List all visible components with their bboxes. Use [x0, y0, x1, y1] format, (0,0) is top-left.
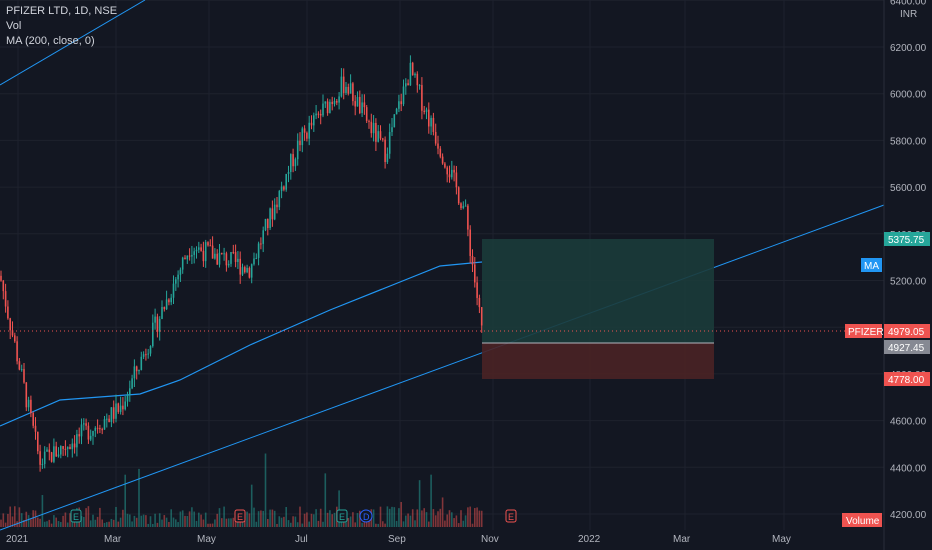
price-tick-label: 4400.00 — [890, 463, 927, 474]
profit-zone[interactable] — [482, 239, 714, 343]
earnings-marker[interactable]: E — [234, 509, 246, 523]
price-tick-label: 5200.00 — [890, 277, 927, 288]
volume-tag: Volume — [842, 513, 882, 527]
price-tick-label: 6400.00 — [890, 0, 927, 7]
price-tick-label: 6200.00 — [890, 43, 927, 54]
upper-trendline[interactable] — [0, 0, 146, 86]
stop-price-tag: 4778.00 — [884, 372, 930, 386]
price-tick-label: 4600.00 — [890, 417, 927, 428]
time-tick-label: Sep — [388, 534, 406, 545]
lower-trendline[interactable] — [0, 204, 885, 531]
chart-grid — [0, 0, 884, 530]
dividend-marker[interactable]: D — [359, 509, 373, 523]
last-price-tag: 4979.05 — [884, 324, 930, 338]
symbol-tag: PFIZER — [845, 324, 884, 338]
price-tick-label: 4200.00 — [890, 510, 927, 521]
svg-text:Volume: Volume — [846, 516, 880, 527]
loss-zone[interactable] — [482, 343, 714, 379]
svg-text:E: E — [73, 512, 79, 522]
target-price-tag: 5375.75 — [884, 232, 930, 246]
time-tick-label: Nov — [481, 534, 499, 545]
svg-text:PFIZER: PFIZER — [848, 327, 884, 338]
earnings-marker[interactable]: E — [336, 509, 348, 523]
time-tick-label: May — [772, 534, 791, 545]
price-tick-label: 6000.00 — [890, 90, 927, 101]
svg-text:5375.75: 5375.75 — [888, 235, 925, 246]
svg-text:E: E — [508, 512, 514, 522]
entry-price-tag: 4927.45 — [884, 340, 930, 354]
svg-text:MA: MA — [864, 261, 879, 272]
symbol-title[interactable]: PFIZER LTD, 1D, NSE — [6, 5, 118, 17]
volume-indicator-label[interactable]: Vol — [6, 20, 22, 32]
time-tick-label: Jul — [295, 534, 308, 545]
ma-tag: MA — [861, 258, 882, 272]
chart-legend[interactable]: PFIZER LTD, 1D, NSE Vol MA (200, close, … — [6, 4, 117, 49]
price-tick-label: 5600.00 — [890, 183, 927, 194]
time-tick-label: Mar — [104, 534, 122, 545]
moving-average-line — [0, 261, 483, 427]
svg-text:D: D — [363, 512, 370, 522]
svg-text:4778.00: 4778.00 — [888, 375, 925, 386]
time-tick-label: May — [197, 534, 216, 545]
earnings-marker[interactable]: E — [505, 509, 517, 523]
svg-text:E: E — [339, 512, 345, 522]
time-tick-label: 2021 — [6, 534, 29, 545]
price-tick-label: 5800.00 — [890, 136, 927, 147]
svg-text:E: E — [237, 512, 243, 522]
time-tick-label: Mar — [673, 534, 691, 545]
time-tick-label: 2022 — [578, 534, 601, 545]
volume-bars — [0, 453, 483, 527]
price-scale[interactable] — [884, 0, 932, 550]
svg-text:4979.05: 4979.05 — [888, 327, 925, 338]
time-axis-labels: 2021 Mar May Jul Sep Nov 2022 Mar May — [6, 534, 791, 545]
svg-text:4927.45: 4927.45 — [888, 343, 925, 354]
candlestick-series — [0, 55, 483, 472]
ma-indicator-label[interactable]: MA (200, close, 0) — [6, 35, 95, 47]
earnings-marker[interactable]: E — [70, 509, 82, 523]
currency-label: INR — [900, 9, 917, 20]
